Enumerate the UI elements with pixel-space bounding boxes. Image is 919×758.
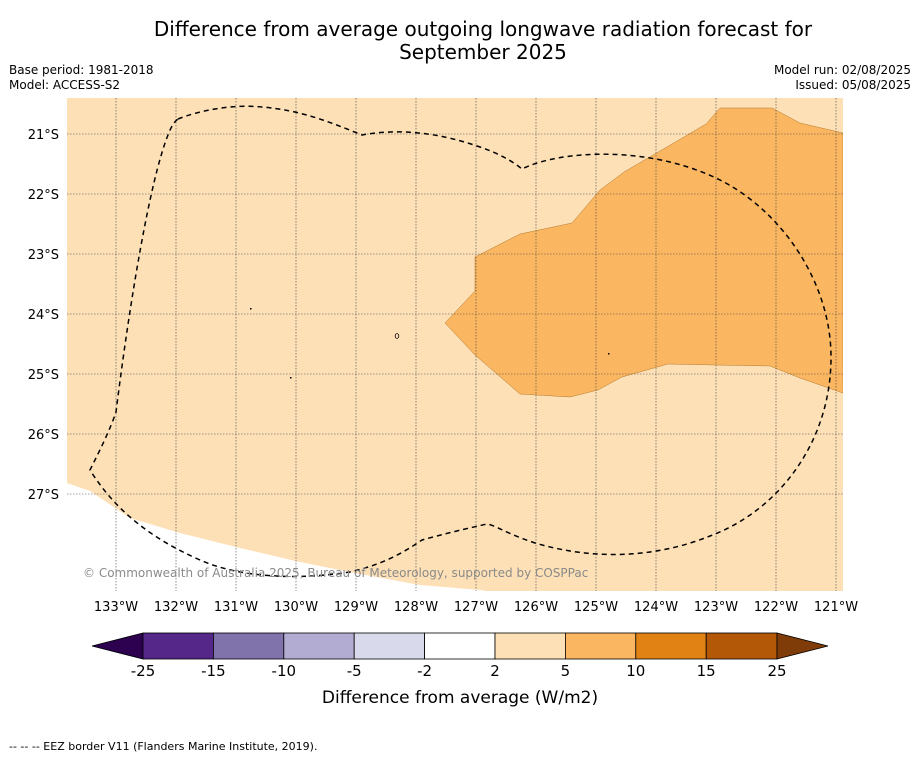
lon-label: 129°W	[334, 600, 378, 615]
copyright-text: © Commonwealth of Australia 2025, Bureau…	[83, 566, 588, 580]
map-title: Difference from average outgoing longwav…	[80, 18, 886, 64]
colorbar-segment	[142, 632, 214, 660]
colorbar-tick: -15	[201, 662, 226, 680]
colorbar-tick: 2	[490, 662, 500, 680]
lon-label: 122°W	[754, 600, 798, 615]
eez-footnote: -- -- -- EEZ border V11 (Flanders Marine…	[9, 740, 318, 753]
colorbar-tick: -25	[131, 662, 156, 680]
lat-axis-labels: 21°S 22°S 23°S 24°S 25°S 26°S 27°S	[28, 128, 59, 503]
meta-left: Base period: 1981-2018 Model: ACCESS-S2	[9, 63, 154, 93]
island-marker	[250, 308, 252, 310]
colorbar-extend-low	[91, 632, 144, 660]
lon-label: 125°W	[574, 600, 618, 615]
lon-label: 133°W	[94, 600, 138, 615]
colorbar-segment	[565, 632, 637, 660]
title-line-1: Difference from average outgoing longwav…	[153, 17, 813, 41]
island-marker	[608, 353, 610, 355]
colorbar-segment	[212, 632, 285, 660]
colorbar-tick: 25	[767, 662, 786, 680]
colorbar-tick-labels: -25 -15 -10 -5 -2 2 5 10 15 25	[131, 662, 787, 680]
lat-label: 24°S	[28, 308, 59, 323]
gridlines	[67, 98, 843, 591]
lon-axis-labels: 133°W 132°W 131°W 130°W 129°W 128°W 127°…	[94, 600, 858, 615]
colorbar-segment	[353, 632, 426, 660]
island-marker	[394, 333, 400, 339]
eez-border	[89, 105, 832, 578]
lat-label: 25°S	[28, 368, 59, 383]
model-run: Model run: 02/08/2025	[773, 63, 911, 77]
colorbar-segment	[705, 632, 778, 660]
lon-label: 132°W	[154, 600, 198, 615]
no-data-region	[67, 483, 487, 591]
colorbar	[91, 632, 829, 660]
colorbar-tick: -5	[347, 662, 362, 680]
model-name: Model: ACCESS-S2	[9, 78, 121, 92]
lon-label: 128°W	[394, 600, 438, 615]
lat-label: 22°S	[28, 188, 59, 203]
colorbar-tick: 15	[697, 662, 716, 680]
lon-label: 121°W	[814, 600, 858, 615]
colorbar-tick: -2	[417, 662, 432, 680]
anomaly-band-5-10	[444, 107, 843, 398]
colorbar-segment	[494, 632, 566, 660]
meta-right: Model run: 02/08/2025 Issued: 05/08/2025	[774, 63, 911, 93]
island-markers	[250, 308, 610, 379]
lon-label: 124°W	[634, 600, 678, 615]
map-plot-area: © Commonwealth of Australia 2025, Bureau…	[67, 98, 843, 591]
colorbar-segment	[635, 632, 707, 660]
lon-label: 127°W	[454, 600, 498, 615]
lat-label: 23°S	[28, 248, 59, 263]
lon-label: 131°W	[214, 600, 258, 615]
lon-label: 126°W	[514, 600, 558, 615]
lat-label: 21°S	[28, 128, 59, 143]
colorbar-extend-high	[776, 632, 829, 660]
lat-label: 27°S	[28, 488, 59, 503]
colorbar-tick: 5	[561, 662, 571, 680]
island-marker	[290, 377, 292, 379]
lat-label: 26°S	[28, 428, 59, 443]
issued-date: Issued: 05/08/2025	[795, 78, 911, 92]
colorbar-label: Difference from average (W/m2)	[322, 688, 598, 708]
lon-label: 123°W	[694, 600, 738, 615]
title-line-2: September 2025	[399, 40, 567, 64]
colorbar-segment	[424, 632, 496, 660]
colorbar-segment	[283, 632, 355, 660]
base-period: Base period: 1981-2018	[9, 63, 154, 77]
colorbar-tick: 10	[626, 662, 645, 680]
lon-label: 130°W	[274, 600, 318, 615]
colorbar-tick: -10	[272, 662, 297, 680]
